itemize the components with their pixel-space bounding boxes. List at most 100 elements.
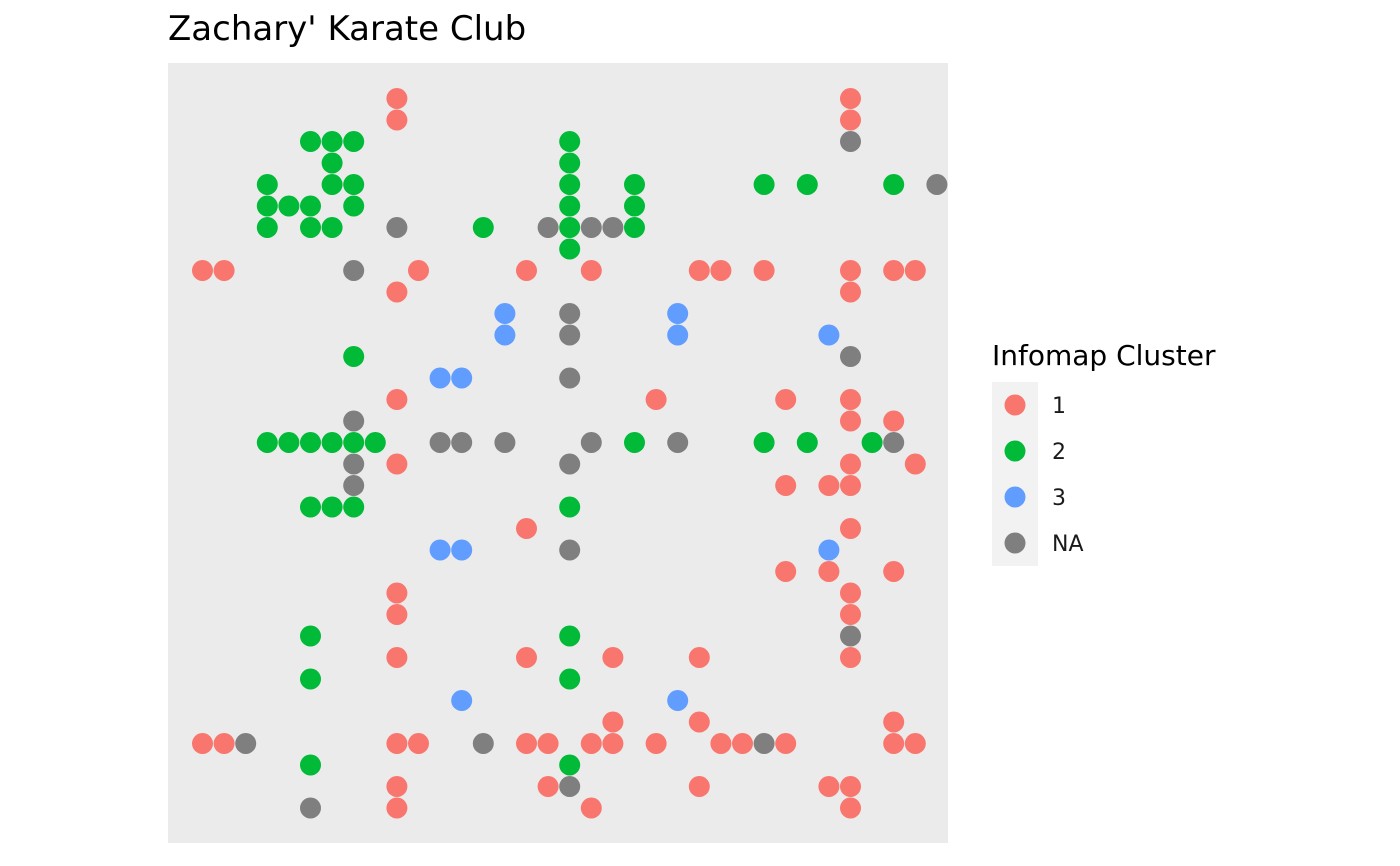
point-cluster-1-108 [386,582,408,604]
point-cluster-na-148 [559,776,581,797]
point-cluster-1-2 [386,109,408,131]
point-cluster-1-127 [192,733,213,754]
point-cluster-1-154 [580,797,602,819]
point-cluster-2-26 [256,217,278,238]
point-cluster-2-97 [343,496,365,518]
point-cluster-1-146 [386,776,408,797]
point-cluster-1-69 [883,410,905,432]
point-cluster-na-59 [840,346,861,367]
point-cluster-1-128 [213,733,235,754]
point-cluster-2-73 [321,432,343,453]
point-cluster-2-144 [300,754,321,776]
point-cluster-na-33 [580,217,602,238]
point-cluster-2-10 [559,152,581,174]
legend-key-1 [1004,394,1026,416]
point-cluster-2-23 [343,195,365,217]
point-cluster-2-12 [321,174,343,195]
point-cluster-na-81 [667,432,689,453]
point-cluster-1-50 [840,281,861,303]
point-cluster-2-27 [300,217,321,238]
plot-panel [168,63,948,843]
point-cluster-na-76 [429,432,451,453]
point-cluster-3-56 [667,324,689,346]
point-cluster-1-99 [516,518,537,539]
point-cluster-1-1 [840,88,861,109]
point-cluster-1-3 [840,109,861,131]
point-cluster-1-87 [386,453,408,475]
point-cluster-2-30 [472,217,494,238]
point-cluster-1-41 [516,260,537,281]
point-cluster-1-131 [408,733,429,754]
point-cluster-1-143 [904,733,926,754]
point-cluster-2-14 [559,174,581,195]
point-cluster-2-28 [321,217,343,238]
point-cluster-1-153 [386,797,408,819]
point-cluster-2-7 [559,131,581,152]
point-cluster-1-0 [386,88,408,109]
point-cluster-3-102 [451,539,473,561]
point-cluster-2-71 [278,432,300,453]
point-cluster-2-113 [559,625,581,647]
point-cluster-2-5 [321,131,343,152]
point-cluster-2-112 [300,625,321,647]
point-cluster-2-15 [624,174,645,195]
legend-keys: 1 2 3 NA [1004,394,1084,557]
point-cluster-na-140 [753,733,775,754]
point-cluster-na-132 [472,733,494,754]
legend-label-2: 2 [1052,440,1066,465]
point-cluster-1-92 [775,475,797,496]
point-cluster-na-129 [235,733,257,754]
point-cluster-3-54 [494,324,516,346]
point-cluster-1-109 [840,582,861,604]
legend-key-na [1004,532,1026,554]
point-cluster-1-141 [775,733,797,754]
point-cluster-1-105 [775,561,797,582]
point-cluster-1-38 [213,260,235,281]
point-cluster-1-100 [840,518,861,539]
point-cluster-1-150 [818,776,840,797]
point-cluster-2-35 [624,217,645,238]
point-cluster-1-137 [645,733,667,754]
point-cluster-1-37 [192,260,213,281]
point-cluster-1-139 [732,733,753,754]
legend-title: Infomap Cluster [992,339,1216,372]
point-cluster-2-145 [559,754,581,776]
point-cluster-2-121 [559,668,581,690]
point-cluster-2-83 [796,432,818,453]
point-cluster-2-17 [796,174,818,195]
point-cluster-2-13 [343,174,365,195]
point-cluster-1-147 [537,776,559,797]
point-cluster-1-94 [840,475,861,496]
point-cluster-2-18 [883,174,905,195]
point-cluster-1-134 [537,733,559,754]
point-cluster-na-88 [559,453,581,475]
legend-label-na: NA [1052,532,1084,557]
point-cluster-na-55 [559,324,581,346]
point-cluster-1-89 [840,453,861,475]
point-cluster-2-16 [753,174,775,195]
point-cluster-1-42 [580,260,602,281]
point-cluster-1-155 [840,797,861,819]
point-cluster-1-135 [580,733,602,754]
point-cluster-na-62 [559,367,581,389]
point-cluster-1-151 [840,776,861,797]
points-layer [192,88,948,819]
point-cluster-1-93 [818,475,840,496]
point-cluster-1-64 [645,389,667,410]
point-cluster-na-91 [343,475,365,496]
point-cluster-2-9 [321,152,343,174]
point-cluster-1-110 [386,604,408,625]
point-cluster-1-118 [688,647,710,668]
point-cluster-na-79 [580,432,602,453]
point-cluster-1-138 [710,733,732,754]
point-cluster-2-4 [300,131,321,152]
point-cluster-na-152 [300,797,321,819]
point-cluster-1-111 [840,604,861,625]
point-cluster-1-125 [688,711,710,733]
point-cluster-na-77 [451,432,473,453]
point-cluster-na-114 [840,625,861,647]
point-cluster-1-66 [840,389,861,410]
point-cluster-3-122 [451,690,473,711]
point-cluster-2-80 [624,432,645,453]
